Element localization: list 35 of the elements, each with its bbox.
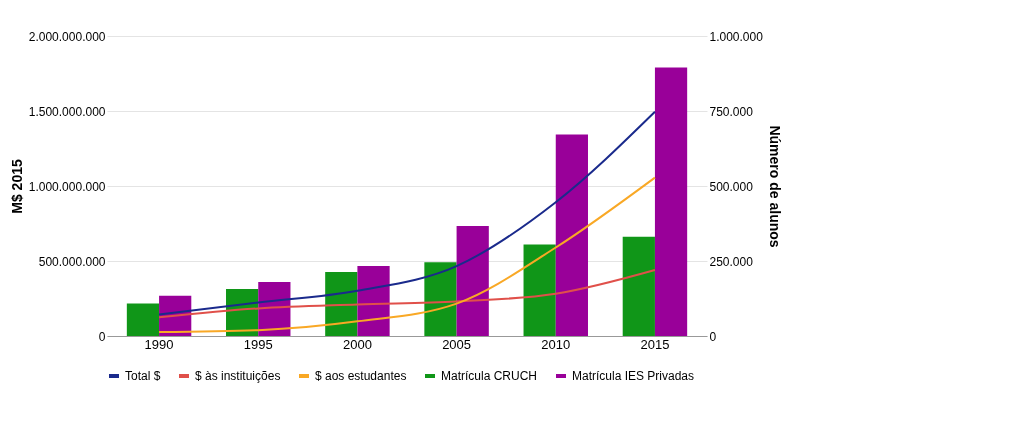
y2-tick-label: 0 [709, 329, 717, 344]
x-tick-label: 2005 [442, 336, 472, 352]
y2-tick-label: 500.000 [709, 179, 754, 194]
y-tick-label: 2.000.000.000 [28, 29, 106, 44]
y2-axis-title: Número de alunos [766, 125, 783, 248]
y2-tick-label: 1.000.000 [709, 29, 764, 44]
y-tick-label: 500.000.000 [38, 254, 106, 269]
y-tick-label: 1.500.000.000 [28, 104, 106, 119]
bar [126, 303, 160, 336]
x-tick-label: 2010 [541, 336, 571, 352]
x-tick-label: 1995 [243, 336, 273, 352]
legend-label: Total $ [125, 369, 161, 383]
line-series [158, 269, 656, 319]
legend-label: Matrícula IES Privadas [572, 369, 695, 383]
x-tick-label: 1990 [144, 336, 174, 352]
x-tick-label: 2000 [342, 336, 372, 352]
bar [622, 236, 655, 336]
y-tick-label: 1.000.000.000 [28, 179, 106, 194]
legend-label: Matrícula CRUCH [441, 369, 538, 383]
line-series [158, 176, 656, 334]
legend-label: $ às instituições [195, 369, 281, 383]
y-axis-title: M$ 2015 [8, 159, 25, 214]
bar [523, 244, 556, 336]
bar [424, 262, 457, 336]
line-series [158, 110, 656, 316]
bar [456, 225, 489, 336]
bar [357, 266, 390, 336]
y2-tick-label: 250.000 [709, 254, 754, 269]
bar [325, 272, 358, 336]
y2-tick-label: 750.000 [709, 104, 754, 119]
legend-label: $ aos estudantes [315, 369, 407, 383]
x-tick-label: 2015 [640, 336, 670, 352]
bar [555, 134, 588, 336]
y-tick-label: 0 [98, 329, 106, 344]
bar [654, 67, 688, 336]
